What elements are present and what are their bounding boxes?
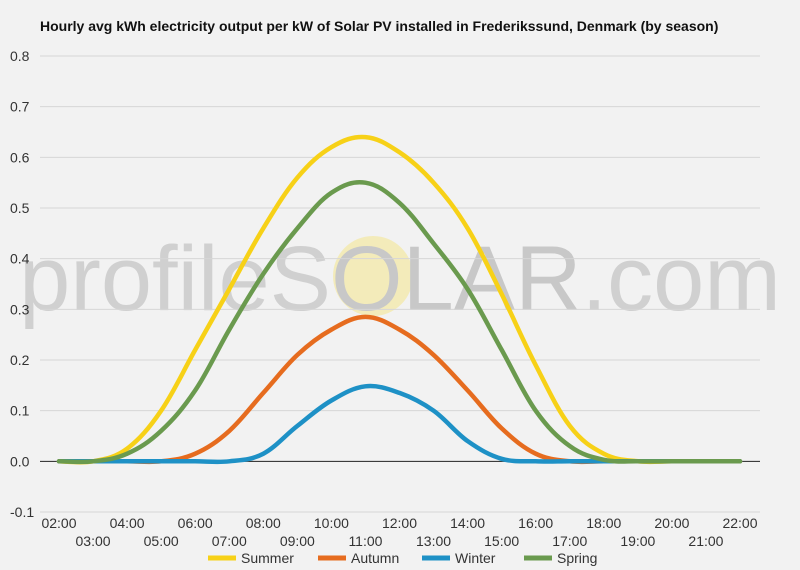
x-tick-label: 11:00	[348, 533, 382, 549]
series-line-spring	[56, 180, 743, 465]
y-tick-label: -0.1	[10, 504, 34, 520]
legend-label: Winter	[455, 550, 496, 566]
x-tick-label: 20:00	[654, 515, 689, 531]
y-tick-label: 0.0	[10, 453, 30, 469]
legend-label: Autumn	[351, 550, 399, 566]
x-tick-label: 08:00	[246, 515, 281, 531]
x-tick-label: 14:00	[450, 515, 485, 531]
legend-label: Spring	[557, 550, 597, 566]
x-tick-label: 10:00	[314, 515, 349, 531]
x-tick-label: 09:00	[280, 533, 315, 549]
series-lines	[56, 134, 743, 465]
grid	[40, 55, 760, 513]
y-tick-label: 0.3	[10, 301, 30, 317]
watermark-text: profileSOLAR.com	[19, 228, 781, 330]
x-tick-label: 13:00	[416, 533, 451, 549]
x-tick-label: 22:00	[722, 515, 757, 531]
y-tick-label: 0.4	[10, 251, 30, 267]
x-tick-label: 12:00	[382, 515, 417, 531]
x-tick-label: 16:00	[518, 515, 553, 531]
x-tick-label: 04:00	[110, 515, 145, 531]
y-tick-label: 0.1	[10, 403, 30, 419]
series-line-autumn	[56, 314, 743, 465]
y-tick-label: 0.7	[10, 99, 30, 115]
x-tick-label: 21:00	[688, 533, 723, 549]
x-tick-label: 19:00	[620, 533, 655, 549]
x-tick-label: 15:00	[484, 533, 519, 549]
x-tick-label: 18:00	[586, 515, 621, 531]
x-tick-label: 07:00	[212, 533, 247, 549]
x-tick-label: 05:00	[144, 533, 179, 549]
x-tick-label: 06:00	[178, 515, 213, 531]
x-tick-label: 02:00	[41, 515, 76, 531]
x-tick-label: 17:00	[552, 533, 587, 549]
y-tick-label: 0.6	[10, 149, 30, 165]
legend: Summer Autumn Winter Spring	[208, 550, 597, 566]
y-tick-label: 0.5	[10, 200, 30, 216]
series-line-winter	[56, 383, 743, 465]
watermark-sun-icon	[333, 236, 413, 316]
x-tick-label: 03:00	[76, 533, 111, 549]
chart-title: Hourly avg kWh electricity output per kW…	[40, 18, 719, 34]
y-axis-ticks: 0.8 0.7 0.6 0.5 0.4 0.3 0.2 0.1 0.0 -0.1	[10, 48, 34, 520]
watermark: profileSOLAR.com	[19, 228, 781, 330]
y-tick-label: 0.8	[10, 48, 30, 64]
y-tick-label: 0.2	[10, 352, 30, 368]
legend-label: Summer	[241, 550, 294, 566]
x-axis-ticks: 02:00 04:00 06:00 08:00 10:00 12:00 14:00 16:00…	[41, 515, 757, 549]
